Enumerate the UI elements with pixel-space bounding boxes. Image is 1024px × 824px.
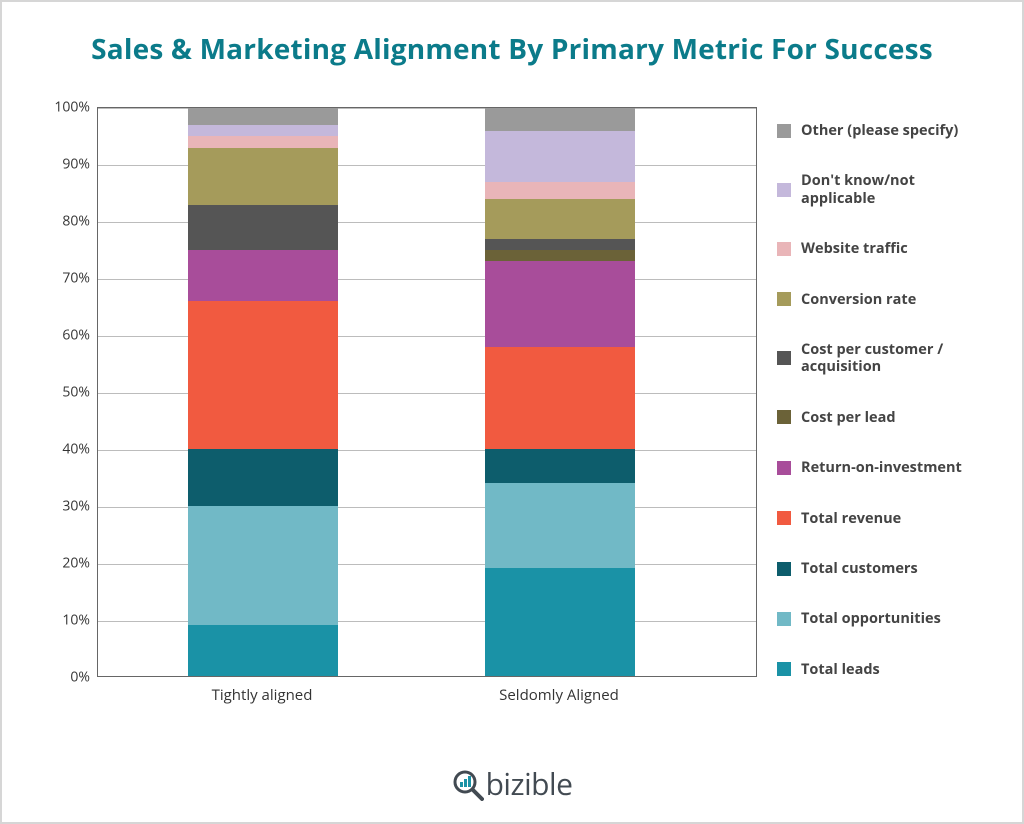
y-tick-label: 20% (40, 554, 90, 573)
y-tick-label: 100% (40, 98, 90, 117)
legend-swatch (777, 351, 791, 365)
bar-segment-dk (485, 131, 635, 182)
legend-swatch (777, 612, 791, 626)
legend-item: Total opportunities (777, 610, 987, 627)
legend-swatch (777, 461, 791, 475)
bar-segment-other (485, 108, 635, 131)
legend-swatch (777, 662, 791, 676)
y-tick-label: 10% (40, 611, 90, 630)
bar-segment-total_cust (485, 449, 635, 483)
bar-segment-total_rev (485, 347, 635, 449)
bar-segment-cpc (485, 239, 635, 250)
legend-item: Total customers (777, 560, 987, 577)
legend-label: Conversion rate (801, 291, 916, 308)
y-tick-label: 90% (40, 155, 90, 174)
legend-item: Cost per lead (777, 409, 987, 426)
bar-segment-other (188, 108, 338, 125)
y-tick-label: 50% (40, 383, 90, 402)
bar-segment-traffic (485, 182, 635, 199)
legend-swatch (777, 242, 791, 256)
y-tick-label: 80% (40, 212, 90, 231)
stacked-bar (485, 108, 635, 676)
chart-area: Other (please specify) Don't know/not app… (37, 107, 992, 747)
legend-label: Return-on-investment (801, 459, 962, 476)
legend: Other (please specify) Don't know/not app… (777, 122, 987, 711)
legend-item: Return-on-investment (777, 459, 987, 476)
chart-frame: Sales & Marketing Alignment By Primary M… (0, 0, 1024, 824)
magnifier-bars-icon (452, 769, 484, 801)
bar-segment-roi (188, 250, 338, 301)
bar-segment-conv (188, 148, 338, 205)
legend-item: Total revenue (777, 510, 987, 527)
legend-label: Total opportunities (801, 610, 941, 627)
bar-segment-cpl (485, 250, 635, 261)
y-tick-label: 0% (40, 668, 90, 687)
chart-title: Sales & Marketing Alignment By Primary M… (2, 2, 1022, 78)
legend-swatch (777, 511, 791, 525)
bar-segment-total_leads (485, 568, 635, 676)
bar-segment-total_cust (188, 449, 338, 506)
legend-label: Total customers (801, 560, 918, 577)
bar-segment-total_leads (188, 625, 338, 676)
brand-logo: bizible (2, 763, 1022, 804)
legend-label: Website traffic (801, 240, 908, 257)
legend-label: Cost per customer / acquisition (801, 341, 987, 376)
x-tick-label: Tightly aligned (212, 685, 313, 705)
bar-segment-dk (188, 125, 338, 136)
legend-swatch (777, 292, 791, 306)
legend-swatch (777, 183, 791, 197)
legend-item: Other (please specify) (777, 122, 987, 139)
legend-swatch (777, 562, 791, 576)
legend-item: Don't know/not applicable (777, 172, 987, 207)
y-tick-label: 70% (40, 269, 90, 288)
legend-label: Other (please specify) (801, 122, 958, 139)
bar-segment-total_rev (188, 301, 338, 449)
bar-segment-conv (485, 199, 635, 239)
y-tick-label: 30% (40, 497, 90, 516)
legend-label: Total leads (801, 661, 880, 678)
legend-label: Don't know/not applicable (801, 172, 987, 207)
legend-label: Cost per lead (801, 409, 896, 426)
bar-segment-total_opps (188, 506, 338, 625)
x-tick-label: Seldomly Aligned (499, 685, 619, 705)
bar-segment-traffic (188, 136, 338, 147)
legend-item: Website traffic (777, 240, 987, 257)
y-tick-label: 40% (40, 440, 90, 459)
legend-swatch (777, 410, 791, 424)
plot-region (97, 107, 757, 677)
bar-segment-roi (485, 261, 635, 346)
legend-item: Total leads (777, 661, 987, 678)
y-tick-label: 60% (40, 326, 90, 345)
legend-item: Cost per customer / acquisition (777, 341, 987, 376)
stacked-bar (188, 108, 338, 676)
legend-swatch (777, 124, 791, 138)
bar-segment-cpc (188, 205, 338, 250)
bar-segment-total_opps (485, 483, 635, 568)
legend-label: Total revenue (801, 510, 901, 527)
legend-item: Conversion rate (777, 291, 987, 308)
brand-name: bizible (486, 763, 573, 804)
